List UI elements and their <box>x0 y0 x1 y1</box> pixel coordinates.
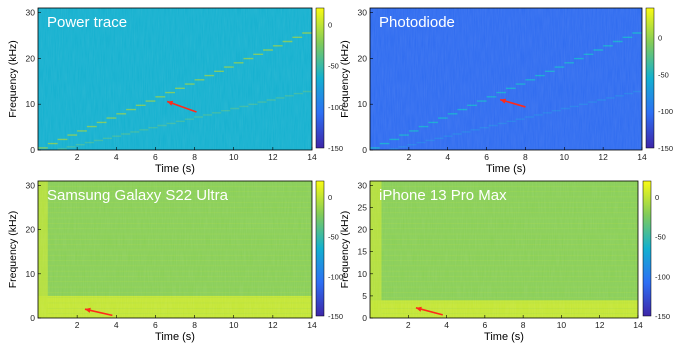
x-tick-label: 4 <box>114 152 119 162</box>
chart-title: Photodiode <box>379 14 455 31</box>
x-axis-label: Time (s) <box>486 163 526 175</box>
y-tick-label: 30 <box>358 8 368 18</box>
y-tick-label: 30 <box>26 8 36 18</box>
panel-power-trace: 2 4 6 8 10 12 14 0 10 20 30 Power trace Time (s) F… <box>7 8 343 175</box>
noise-texture <box>370 8 642 150</box>
x-tick-label: 6 <box>484 152 489 162</box>
colorbar-tick-label: -150 <box>328 312 343 321</box>
red-arrowhead <box>500 98 507 104</box>
x-tick-label: 10 <box>229 152 239 162</box>
y-tick-label: 0 <box>362 145 367 155</box>
x-tick-label: 2 <box>75 152 80 162</box>
panel-iphone: 2 4 6 8 10 12 14 0 5 10 15 20 25 30 iPhone 13 Pro Max… <box>339 180 670 343</box>
x-tick-label: 10 <box>557 320 567 330</box>
y-tick-label: 10 <box>358 269 368 279</box>
colorbar-tick-label: 0 <box>655 193 659 202</box>
y-axis-label: Frequency (kHz) <box>339 211 351 289</box>
y-axis-label: Frequency (kHz) <box>7 40 19 118</box>
colorbar-tick-label: -50 <box>658 70 669 79</box>
colorbar-tick-label: -50 <box>655 233 666 242</box>
noise-texture <box>370 181 638 318</box>
colorbar-tick-label: -100 <box>328 272 343 281</box>
x-tick-label: 6 <box>153 320 158 330</box>
y-tick-label: 30 <box>358 180 368 190</box>
colorbar <box>315 7 325 149</box>
x-axis-label: Time (s) <box>484 331 524 343</box>
colorbar-tick-label: -150 <box>655 312 670 321</box>
y-tick-label: 20 <box>26 225 36 235</box>
chart-title: Samsung Galaxy S22 Ultra <box>47 187 229 204</box>
x-tick-label: 14 <box>307 152 317 162</box>
chart-title: iPhone 13 Pro Max <box>379 187 507 204</box>
y-tick-label: 20 <box>358 225 368 235</box>
x-tick-label: 14 <box>633 320 643 330</box>
y-tick-label: 5 <box>362 291 367 301</box>
colorbar-tick-label: -100 <box>658 107 673 116</box>
x-tick-label: 4 <box>445 152 450 162</box>
colorbar-tick-label: -100 <box>328 103 343 112</box>
colorbar <box>642 180 652 317</box>
x-axis-label: Time (s) <box>155 163 195 175</box>
axes-frame <box>369 7 643 151</box>
colorbar-tick-label: 0 <box>658 33 662 42</box>
x-tick-label: 10 <box>560 152 570 162</box>
panel-photodiode: 2 4 6 8 10 12 14 0 10 20 30 Photodiode Time (s) Fr… <box>339 8 673 175</box>
x-tick-label: 14 <box>637 152 647 162</box>
y-tick-label: 20 <box>26 53 36 63</box>
axes-frame <box>37 180 313 319</box>
colorbar-tick-label: -50 <box>328 62 339 71</box>
red-arrowhead <box>84 307 91 313</box>
y-tick-label: 10 <box>26 99 36 109</box>
noise-texture <box>38 8 312 150</box>
x-tick-label: 4 <box>444 320 449 330</box>
x-tick-label: 2 <box>406 152 411 162</box>
axes-frame <box>369 180 639 319</box>
y-tick-label: 0 <box>30 313 35 323</box>
x-tick-label: 2 <box>406 320 411 330</box>
y-tick-label: 25 <box>358 203 368 213</box>
y-tick-label: 0 <box>30 145 35 155</box>
x-tick-label: 8 <box>192 320 197 330</box>
x-tick-label: 12 <box>595 320 605 330</box>
x-tick-label: 6 <box>482 320 487 330</box>
red-arrowhead <box>167 100 174 106</box>
y-axis-label: Frequency (kHz) <box>339 40 351 118</box>
colorbar <box>315 180 325 317</box>
x-tick-label: 8 <box>523 152 528 162</box>
x-tick-label: 12 <box>268 320 278 330</box>
x-tick-label: 8 <box>521 320 526 330</box>
y-tick-label: 10 <box>26 269 36 279</box>
x-tick-label: 14 <box>307 320 317 330</box>
noise-texture <box>38 181 312 318</box>
chart-title: Power trace <box>47 14 127 31</box>
colorbar-tick-label: 0 <box>328 20 332 29</box>
x-tick-label: 12 <box>598 152 608 162</box>
axes-frame <box>37 7 313 151</box>
colorbar-tick-label: -50 <box>328 233 339 242</box>
colorbar-tick-label: -100 <box>655 272 670 281</box>
y-tick-label: 0 <box>362 313 367 323</box>
x-tick-label: 6 <box>153 152 158 162</box>
colorbar <box>645 7 655 149</box>
y-tick-label: 15 <box>358 247 368 257</box>
x-tick-label: 2 <box>75 320 80 330</box>
panel-samsung: 2 4 6 8 10 12 14 0 10 20 30 Samsung Galaxy S22 Ult… <box>7 180 343 343</box>
x-tick-label: 4 <box>114 320 119 330</box>
x-tick-label: 8 <box>192 152 197 162</box>
y-tick-label: 30 <box>26 180 36 190</box>
y-axis-label: Frequency (kHz) <box>7 211 19 289</box>
x-tick-label: 12 <box>268 152 278 162</box>
colorbar-tick-label: 0 <box>328 193 332 202</box>
y-tick-label: 20 <box>358 53 368 63</box>
red-arrowhead <box>415 306 422 312</box>
x-axis-label: Time (s) <box>155 331 195 343</box>
x-tick-label: 10 <box>229 320 239 330</box>
y-tick-label: 10 <box>358 99 368 109</box>
colorbar-tick-label: -150 <box>658 144 673 153</box>
colorbar-tick-label: -150 <box>328 144 343 153</box>
